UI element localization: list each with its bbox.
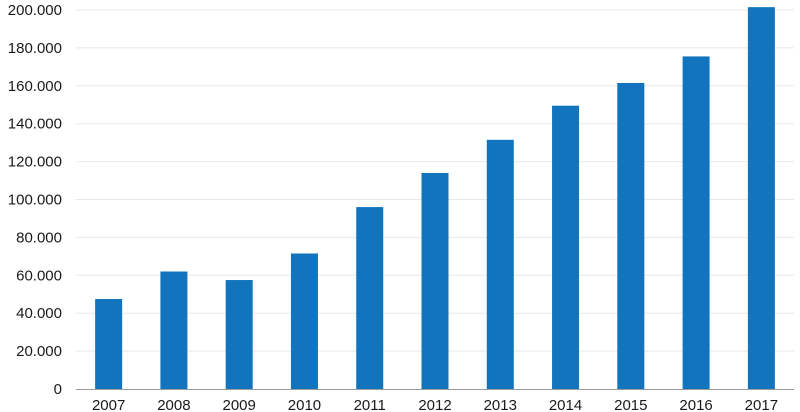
y-tick-label: 0 xyxy=(54,381,62,398)
x-tick-label: 2007 xyxy=(92,397,125,412)
y-tick-label: 80.000 xyxy=(16,229,62,246)
x-tick-label: 2011 xyxy=(354,397,386,412)
x-tick-label: 2015 xyxy=(614,397,647,412)
bar-2009 xyxy=(225,280,253,389)
bar-2008 xyxy=(160,271,188,389)
y-tick-label: 120.000 xyxy=(8,154,62,171)
y-tick-label: 200.000 xyxy=(8,2,62,19)
bar-2013 xyxy=(486,139,514,389)
bar-2014 xyxy=(552,105,580,389)
bar-2016 xyxy=(682,56,710,390)
x-axis-tick-labels: 2007 2008 2009 2010 2011 2012 2013 2014 2015 2016… xyxy=(92,397,778,412)
bar-2012 xyxy=(421,172,449,389)
x-tick-label: 2009 xyxy=(222,397,255,412)
x-tick-label: 2014 xyxy=(549,397,582,412)
bar-2010 xyxy=(290,253,318,389)
x-tick-label: 2016 xyxy=(679,397,712,412)
bar-2007 xyxy=(95,298,123,389)
bar-2017 xyxy=(747,7,775,389)
y-tick-label: 40.000 xyxy=(16,305,62,322)
bar-2015 xyxy=(617,82,645,390)
y-tick-label: 180.000 xyxy=(8,40,62,57)
x-tick-label: 2012 xyxy=(418,397,451,412)
y-tick-label: 140.000 xyxy=(8,116,62,133)
y-tick-label: 160.000 xyxy=(8,78,62,95)
y-tick-label: 20.000 xyxy=(16,343,62,360)
bar-2011 xyxy=(356,207,384,389)
x-tick-label: 2008 xyxy=(157,397,190,412)
bars xyxy=(95,7,775,390)
x-tick-label: 2017 xyxy=(745,397,778,412)
y-tick-label: 60.000 xyxy=(16,267,62,284)
x-tick-label: 2013 xyxy=(484,397,517,412)
y-tick-label: 100.000 xyxy=(8,192,62,209)
x-tick-label: 2010 xyxy=(288,397,321,412)
y-axis-tick-labels: 0 20.000 40.000 60.000 80.000 100.000 120.000 1… xyxy=(8,2,62,398)
